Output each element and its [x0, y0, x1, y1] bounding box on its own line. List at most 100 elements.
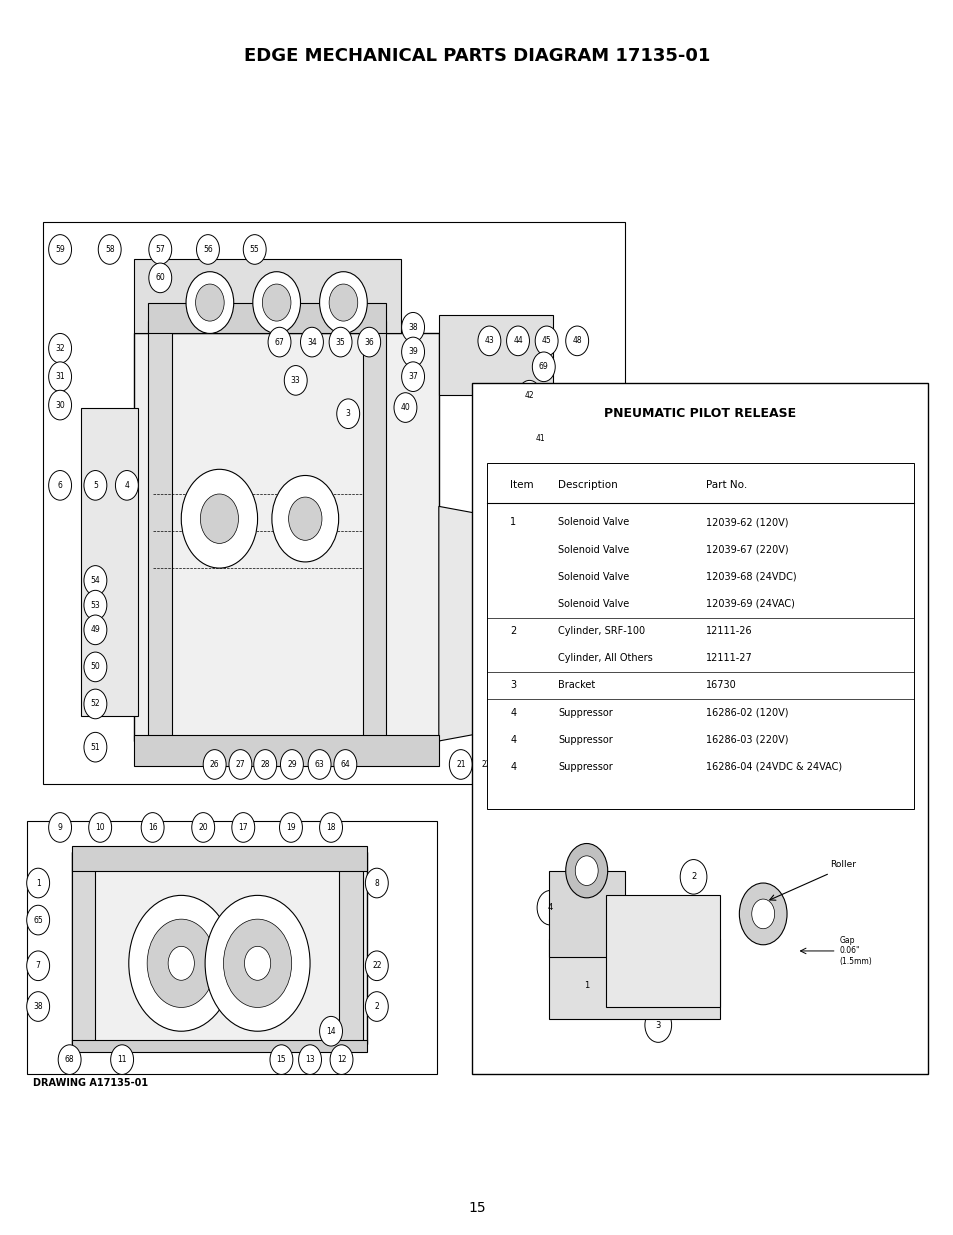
Circle shape [200, 494, 238, 543]
Circle shape [115, 471, 138, 500]
Text: 3: 3 [655, 1020, 660, 1030]
Text: 69: 69 [538, 362, 548, 372]
Text: 10: 10 [95, 823, 105, 832]
Text: 57: 57 [155, 245, 165, 254]
Text: Cylinder, SRF-100: Cylinder, SRF-100 [558, 626, 644, 636]
Text: 7: 7 [35, 961, 41, 971]
Circle shape [679, 860, 706, 894]
Text: 35: 35 [335, 337, 345, 347]
Circle shape [84, 590, 107, 620]
Text: 43: 43 [484, 336, 494, 346]
Text: 20: 20 [198, 823, 208, 832]
Text: 2: 2 [510, 626, 517, 636]
Circle shape [84, 732, 107, 762]
Circle shape [49, 390, 71, 420]
Text: 59: 59 [55, 245, 65, 254]
Circle shape [168, 946, 194, 981]
Text: 1: 1 [583, 981, 589, 990]
Text: 3: 3 [510, 680, 516, 690]
Text: 32: 32 [55, 343, 65, 353]
Text: 67: 67 [274, 337, 284, 347]
Circle shape [565, 844, 607, 898]
Text: Description: Description [558, 480, 618, 490]
Bar [148, 303, 386, 333]
Circle shape [195, 284, 224, 321]
Circle shape [84, 689, 107, 719]
Text: 4: 4 [510, 708, 516, 718]
Text: 58: 58 [105, 245, 114, 254]
Bar [362, 321, 386, 741]
Circle shape [280, 750, 303, 779]
Bar [71, 852, 367, 1044]
Text: 15: 15 [468, 1200, 485, 1215]
Circle shape [401, 337, 424, 367]
Circle shape [89, 813, 112, 842]
Bar [81, 408, 138, 716]
Text: 4: 4 [510, 735, 516, 745]
Text: 2: 2 [375, 1002, 378, 1011]
FancyBboxPatch shape [472, 383, 927, 1074]
Text: 28: 28 [260, 760, 270, 769]
Bar [148, 321, 172, 741]
Text: 36: 36 [364, 337, 374, 347]
Circle shape [279, 813, 302, 842]
Text: 12039-68 (24VDC): 12039-68 (24VDC) [705, 572, 796, 582]
Text: Bracket: Bracket [558, 680, 595, 690]
Text: 3: 3 [345, 409, 351, 419]
Circle shape [477, 326, 500, 356]
Text: DRAWING A17135-01: DRAWING A17135-01 [33, 1078, 149, 1088]
Circle shape [284, 366, 307, 395]
Circle shape [149, 235, 172, 264]
Circle shape [49, 235, 71, 264]
Circle shape [319, 813, 342, 842]
Text: 40: 40 [400, 403, 410, 412]
Text: 18: 18 [326, 823, 335, 832]
Circle shape [203, 750, 226, 779]
Bar [133, 333, 438, 741]
Circle shape [329, 284, 357, 321]
Text: 38: 38 [33, 1002, 43, 1011]
Text: 4: 4 [510, 762, 516, 772]
Text: 12039-67 (220V): 12039-67 (220V) [705, 545, 788, 555]
Circle shape [27, 868, 50, 898]
Text: 51: 51 [91, 742, 100, 752]
Circle shape [192, 813, 214, 842]
Circle shape [27, 951, 50, 981]
Text: Solenoid Valve: Solenoid Valve [558, 545, 629, 555]
Text: 53: 53 [91, 600, 100, 610]
Text: 12111-27: 12111-27 [705, 653, 752, 663]
Circle shape [205, 895, 310, 1031]
Text: Suppressor: Suppressor [558, 762, 612, 772]
Text: 27: 27 [235, 760, 245, 769]
Text: 41: 41 [536, 433, 545, 443]
Circle shape [330, 1045, 353, 1074]
Text: 9: 9 [57, 823, 63, 832]
Text: Cylinder, All Others: Cylinder, All Others [558, 653, 652, 663]
Text: 4: 4 [547, 903, 553, 913]
Circle shape [243, 235, 266, 264]
Text: 21: 21 [456, 760, 465, 769]
Text: 50: 50 [91, 662, 100, 672]
Text: 45: 45 [541, 336, 551, 346]
Text: 38: 38 [408, 322, 417, 332]
FancyBboxPatch shape [486, 463, 913, 809]
Circle shape [223, 919, 292, 1008]
Text: 1: 1 [36, 878, 40, 888]
Circle shape [49, 813, 71, 842]
Circle shape [186, 272, 233, 333]
Text: 12111-26: 12111-26 [705, 626, 752, 636]
Text: 70: 70 [586, 760, 596, 769]
Circle shape [365, 992, 388, 1021]
Circle shape [84, 652, 107, 682]
Circle shape [506, 326, 529, 356]
Bar [71, 852, 95, 1044]
Circle shape [84, 615, 107, 645]
Circle shape [401, 362, 424, 391]
Text: Part No.: Part No. [705, 480, 746, 490]
Circle shape [129, 895, 233, 1031]
Circle shape [181, 469, 257, 568]
Text: 16286-02 (120V): 16286-02 (120V) [705, 708, 787, 718]
Circle shape [253, 272, 300, 333]
Circle shape [49, 362, 71, 391]
Circle shape [537, 489, 559, 519]
